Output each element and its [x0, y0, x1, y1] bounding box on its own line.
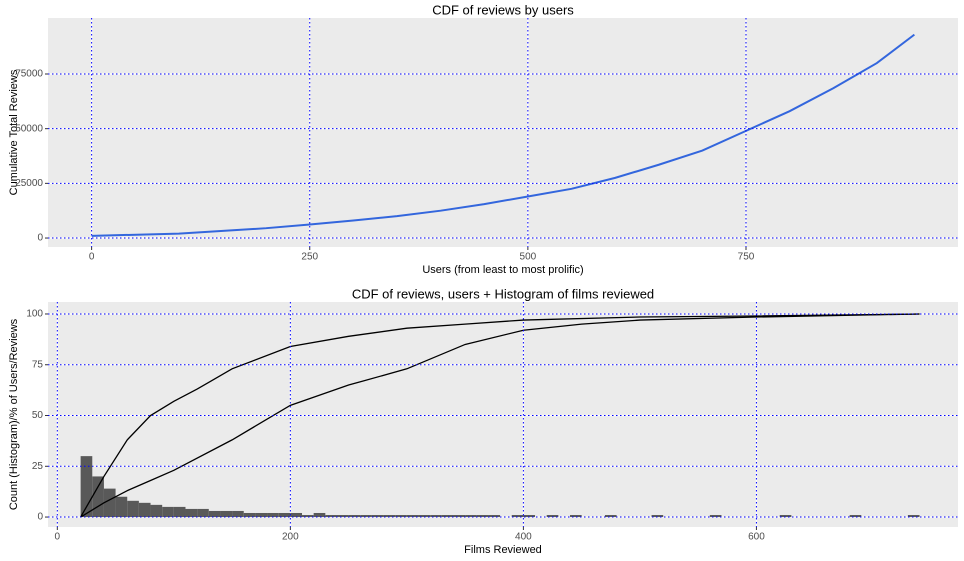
histogram-bar: [441, 515, 454, 518]
histogram-bar: [173, 506, 186, 518]
histogram-bar: [278, 512, 291, 518]
histogram-bar: [115, 496, 128, 518]
x-tick-label: 200: [282, 532, 299, 543]
x-tick-label: 600: [748, 532, 765, 543]
histogram-bar: [546, 515, 559, 518]
histogram-bar: [476, 515, 489, 518]
histogram-bar: [383, 515, 396, 518]
plot-panel: [48, 302, 958, 527]
x-tick-label: 250: [301, 252, 318, 263]
histogram-bar: [395, 515, 407, 518]
y-axis-label: Cumulative Total Reviews: [8, 69, 20, 195]
histogram-bar: [360, 515, 372, 518]
histogram-bar: [604, 515, 617, 518]
histogram-bar: [511, 515, 524, 518]
histogram-bar: [162, 506, 174, 518]
y-tick-label: 0: [37, 233, 43, 244]
histogram-bar: [302, 515, 314, 518]
x-tick-label: 400: [515, 532, 532, 543]
x-tick-label: 500: [520, 252, 537, 263]
histogram-bar: [651, 515, 664, 518]
y-tick-label: 0: [37, 512, 43, 523]
histogram-bar: [371, 515, 384, 518]
histogram-bar: [849, 515, 862, 518]
x-tick-label: 750: [738, 252, 755, 263]
histogram-bar: [325, 515, 337, 518]
histogram-bar: [267, 512, 279, 518]
histogram-bar: [127, 500, 139, 518]
histogram-bar: [523, 515, 536, 518]
histogram-bar: [208, 510, 221, 518]
histogram-bar: [80, 456, 93, 518]
data-line: [91, 33, 915, 237]
histogram-bar: [185, 508, 198, 518]
x-tick-label: 0: [55, 532, 61, 543]
histogram-bar: [313, 512, 326, 518]
histogram-bar: [406, 515, 419, 518]
chart-title: CDF of reviews, users + Histogram of fil…: [352, 286, 654, 301]
histogram-bar: [465, 515, 477, 518]
data-line: [80, 313, 920, 518]
histogram-bar: [709, 515, 722, 518]
histogram-bar: [779, 515, 792, 518]
y-tick-label: 75: [32, 359, 44, 370]
histogram-bar: [453, 515, 466, 518]
y-tick-label: 75000: [15, 69, 43, 80]
histogram-bar: [243, 512, 256, 518]
histogram-bar: [348, 515, 361, 518]
y-tick-label: 25000: [15, 178, 43, 189]
y-tick-label: 25: [32, 461, 44, 472]
plot-panel: [48, 18, 958, 247]
histogram-bar: [290, 512, 303, 518]
histogram-bar: [336, 515, 349, 518]
histogram-bar: [220, 510, 233, 518]
histogram-bar: [103, 488, 116, 518]
histogram-bar: [907, 515, 920, 518]
histogram-bar: [197, 508, 209, 518]
histogram-bar: [418, 515, 431, 518]
x-axis-label: Films Reviewed: [464, 544, 542, 556]
histogram-bar: [138, 502, 151, 518]
chart-title: CDF of reviews by users: [432, 2, 574, 17]
histogram-bar: [430, 515, 442, 518]
histogram-bar: [232, 510, 244, 518]
y-tick-label: 50000: [15, 123, 43, 134]
x-tick-label: 0: [89, 252, 95, 263]
x-axis-label: Users (from least to most prolific): [422, 264, 583, 276]
y-tick-label: 50: [32, 410, 44, 421]
histogram-bar: [488, 515, 501, 518]
histogram-bar: [150, 504, 163, 518]
histogram-bar: [92, 476, 104, 518]
y-tick-label: 100: [26, 309, 43, 320]
histogram-bar: [255, 512, 268, 518]
histogram-bar: [569, 515, 582, 518]
y-axis-label: Count (Histogram)/% of Users/Reviews: [8, 318, 20, 510]
